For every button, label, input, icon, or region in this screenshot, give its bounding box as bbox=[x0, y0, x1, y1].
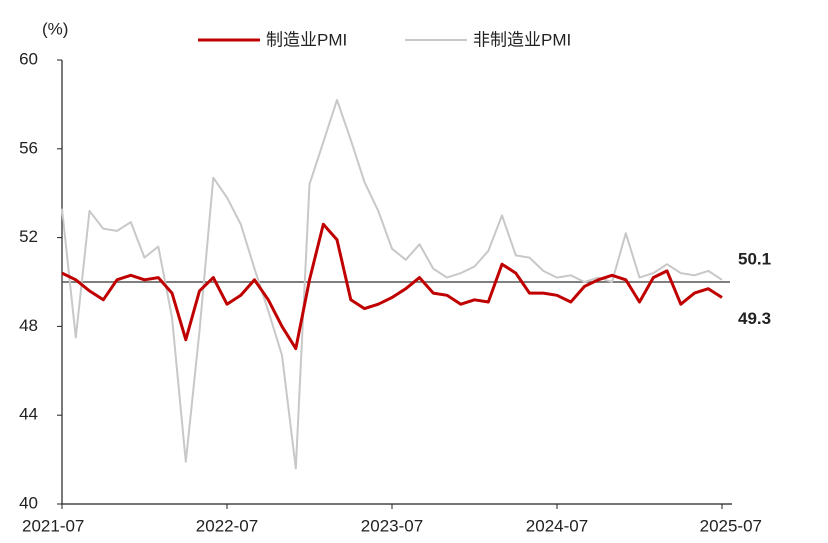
x-tick-label: 2025-07 bbox=[700, 516, 762, 535]
value-label: 49.3 bbox=[738, 309, 771, 328]
y-tick-label: 44 bbox=[19, 405, 38, 424]
value-label: 50.1 bbox=[738, 249, 771, 268]
x-tick-label: 2022-07 bbox=[196, 516, 258, 535]
x-tick-label: 2023-07 bbox=[361, 516, 423, 535]
legend-label: 制造业PMI bbox=[266, 30, 347, 49]
y-tick-label: 48 bbox=[19, 316, 38, 335]
x-tick-label: 2024-07 bbox=[526, 516, 588, 535]
legend-label: 非制造业PMI bbox=[473, 30, 571, 49]
x-tick-label: 2021-07 bbox=[22, 516, 84, 535]
y-axis-label: (%) bbox=[42, 19, 68, 38]
y-tick-label: 40 bbox=[19, 493, 38, 512]
y-tick-label: 52 bbox=[19, 227, 38, 246]
y-tick-label: 60 bbox=[19, 49, 38, 68]
series-line bbox=[61, 222, 723, 351]
y-tick-label: 56 bbox=[19, 138, 38, 157]
series-line bbox=[61, 99, 723, 470]
